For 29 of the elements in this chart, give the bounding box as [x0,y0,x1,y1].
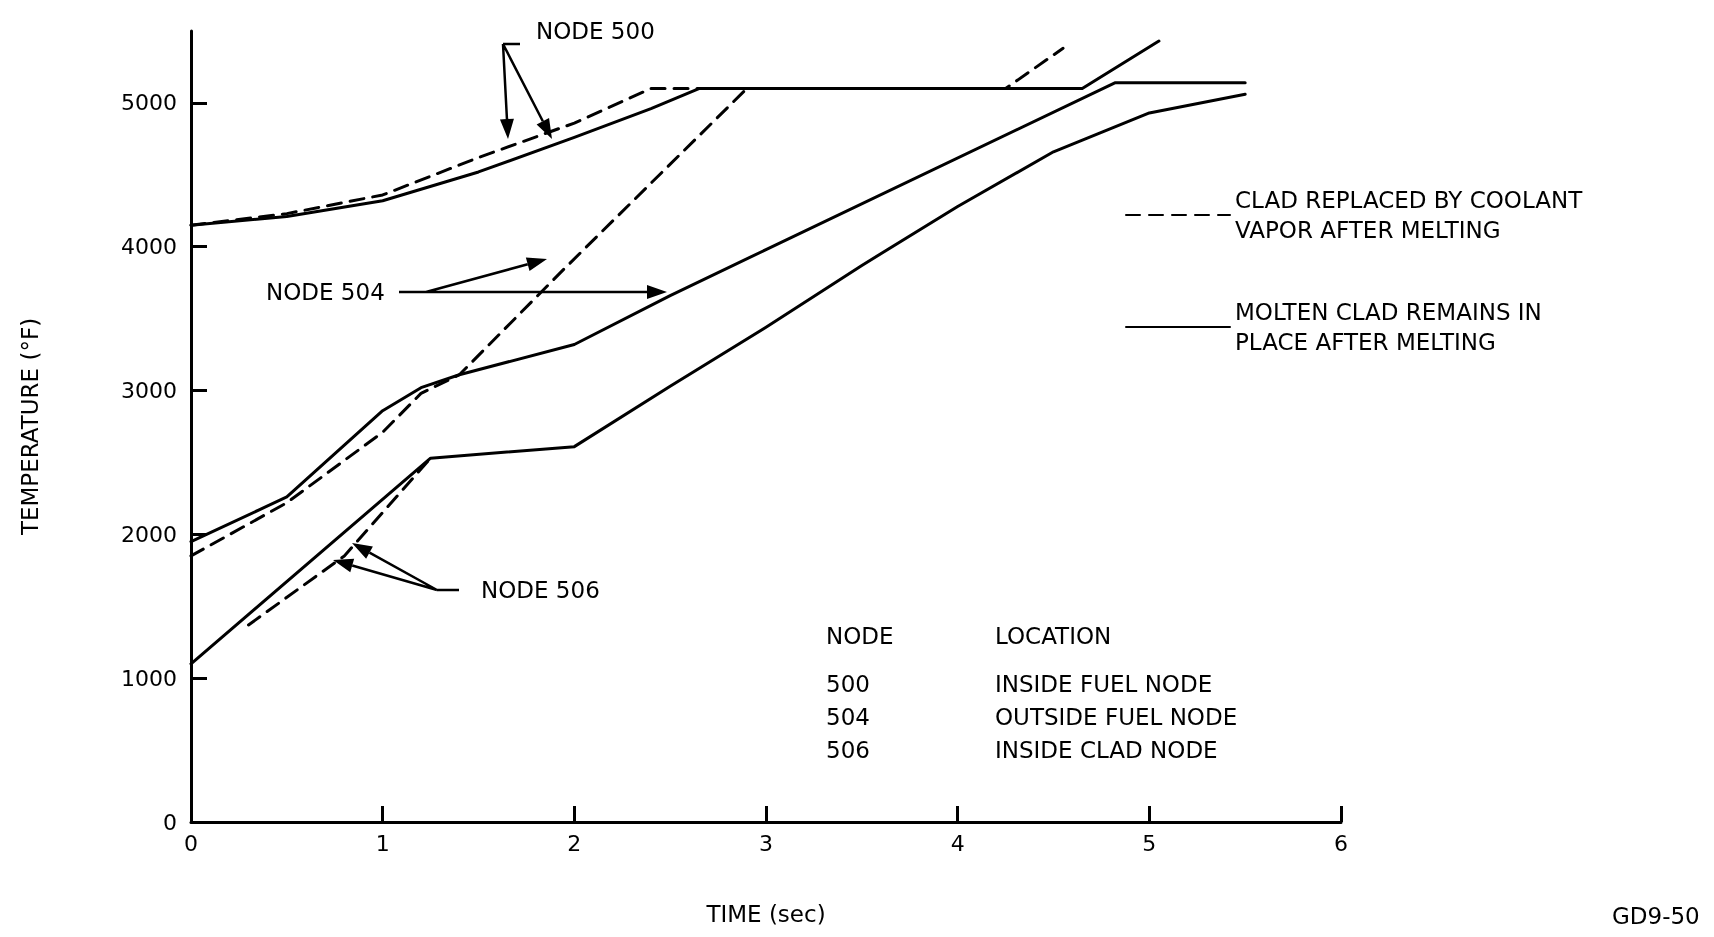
annotation: INSIDE CLAD NODE [995,737,1218,763]
annotation: NODE 504 [266,279,385,305]
x-tick-label: 5 [1142,830,1157,856]
y-axis-title: TEMPERATURE (°F) [16,317,43,537]
x-tick-label: 1 [375,830,390,856]
annotation: 500 [826,671,870,697]
annotation: NODE [826,623,894,649]
x-tick-label: 6 [1334,830,1348,856]
annotation: 504 [826,704,870,730]
y-tick-label: 5000 [121,90,177,116]
annotation: NODE 506 [481,577,600,603]
x-axis-title: TIME (sec) [705,900,826,927]
x-tick-label: 2 [567,830,582,856]
y-tick-label: 1000 [121,665,177,691]
y-tick-label: 0 [163,809,177,835]
annotation: INSIDE FUEL NODE [995,671,1213,697]
x-tick-label: 4 [950,830,965,856]
text: GD9-50 [1612,903,1700,929]
annotation: 506 [826,737,870,763]
legend-label: CLAD REPLACED BY COOLANT VAPOR AFTER MELTING [1235,187,1590,243]
annotation: OUTSIDE FUEL NODE [995,704,1238,730]
x-tick-label: 3 [759,830,773,856]
legend-label: MOLTEN CLAD REMAINS IN PLACE AFTER MELTING [1235,299,1550,355]
x-tick-label: 0 [184,830,198,856]
y-tick-label: 3000 [121,378,177,404]
annotation: NODE 500 [536,18,655,44]
annotation: LOCATION [995,623,1112,649]
y-tick-label: 4000 [121,234,177,260]
y-tick-label: 2000 [121,521,177,547]
